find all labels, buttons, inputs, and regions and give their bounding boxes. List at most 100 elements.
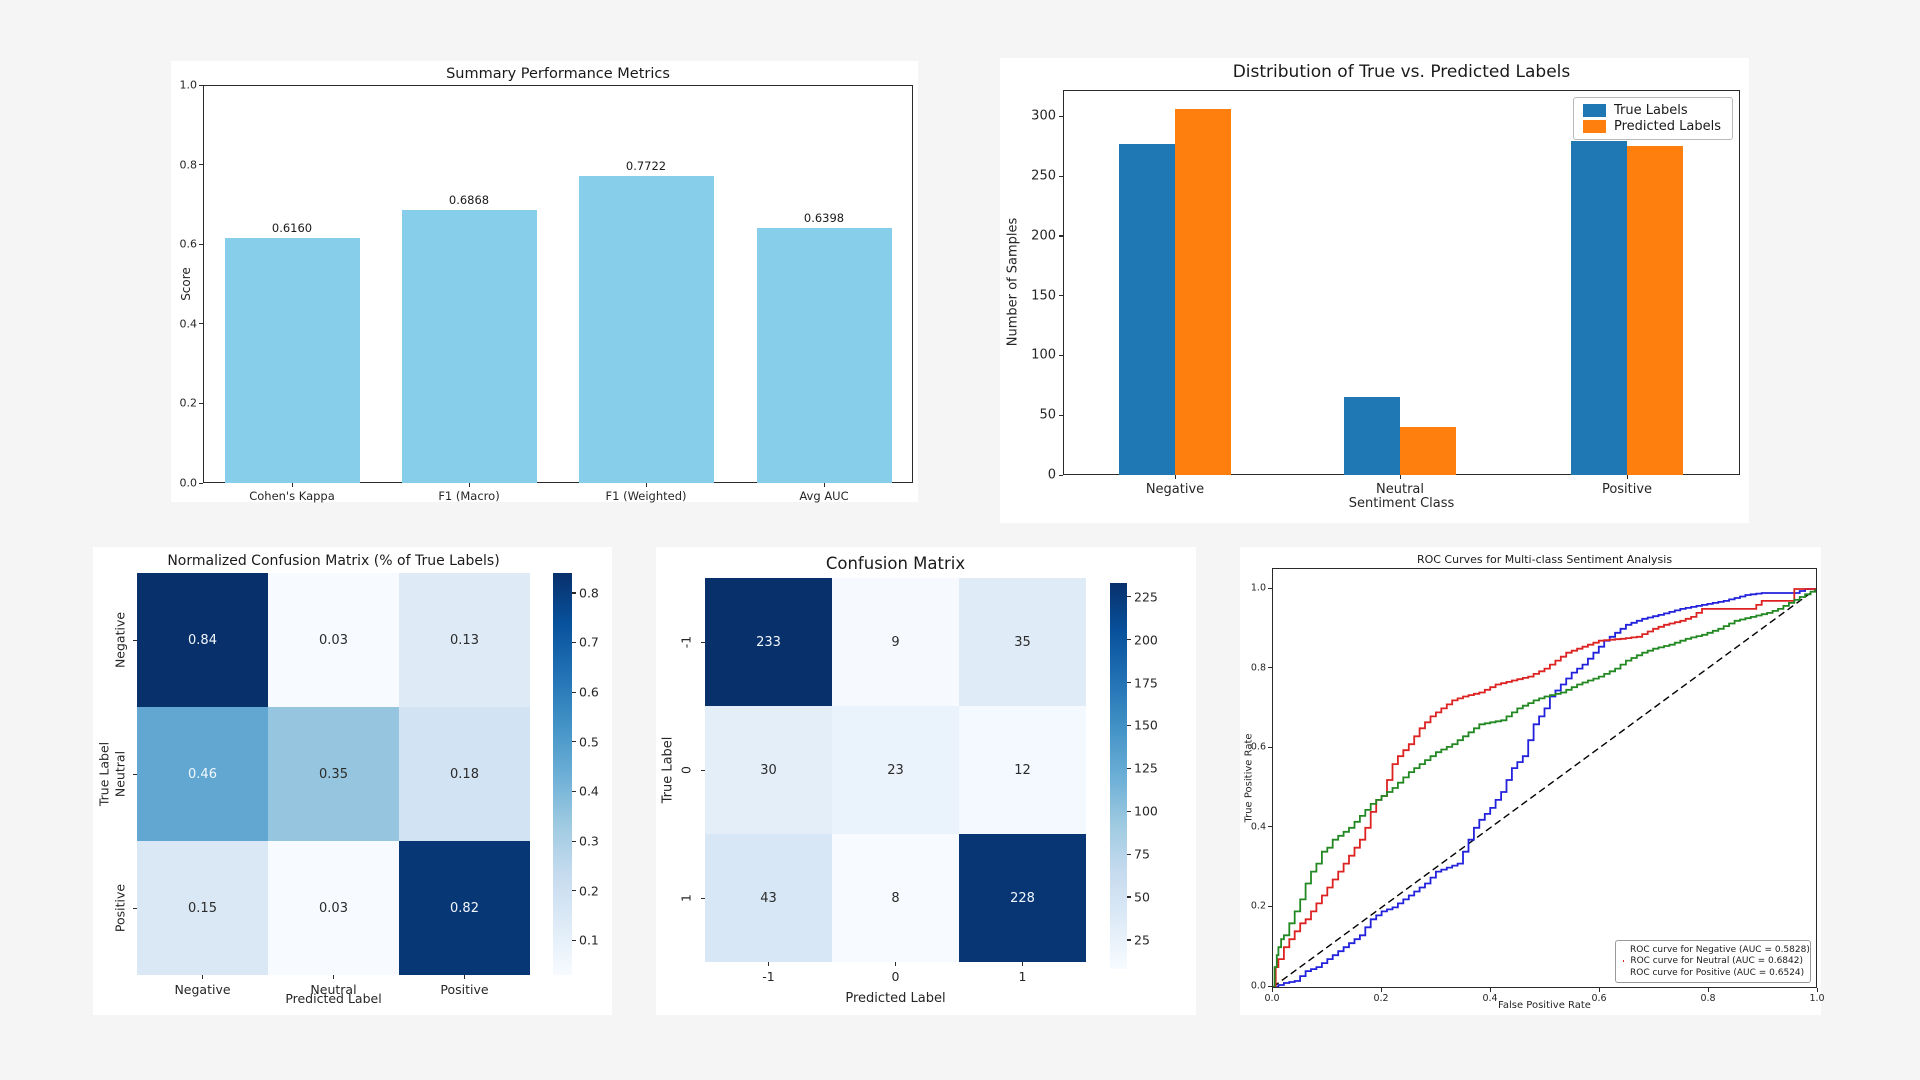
summary-bar-value-label: 0.6398 [803,211,845,226]
legend-entry-label: ROC curve for Positive (AUC = 0.6524) [1630,968,1805,979]
summary-bar [224,237,360,483]
colorbar-tick-mark [572,890,576,892]
summary-y-axis-label: Score [179,267,193,301]
heatmap-y-tick-mark [133,639,137,641]
summary-bar-value-label: 0.7722 [625,158,667,173]
summary-bar-value-label: 0.6868 [448,192,490,207]
roc-chance-diagonal [1273,588,1816,987]
colorbar-tick-mark [1127,724,1131,727]
colorbar-tick-mark [1127,639,1131,641]
normalized-cm-colorbar [553,573,572,975]
roc-legend-entry: ROC curve for Positive (AUC = 0.6524) [1623,968,1805,979]
summary-y-tick-mark [199,323,203,325]
heatmap-cell: 0.18 [399,707,530,841]
colorbar-tick-mark [1127,596,1131,598]
heatmap-cell: 233 [705,578,832,706]
heatmap-x-tick-mark [768,962,770,966]
roc-y-tick-mark [1268,667,1272,669]
legend-entry-label: Predicted Labels [1614,119,1722,135]
distribution-predicted-bar [1175,109,1231,475]
panel-label-distribution: Distribution of True vs. Predicted Label… [1000,58,1749,523]
distribution-predicted-bar [1627,146,1683,475]
colorbar-tick-mark [572,691,576,693]
heatmap-x-tick-label: 1 [1018,969,1027,984]
panel-roc-curves: ROC Curves for Multi-class Sentiment Ana… [1240,547,1825,1015]
heatmap-y-tick-label: 1 [678,894,694,902]
heatmap-cell: 0.84 [137,573,268,707]
distribution-x-tick-mark [1174,475,1176,479]
heatmap-y-tick-label: -1 [678,635,694,649]
colorbar-tick-mark [1127,767,1131,769]
distribution-y-tick-mark [1059,235,1063,237]
roc-x-tick-label: 0.4 [1482,993,1498,1004]
summary-y-tick-label: 0.8 [179,158,198,172]
summary-x-tick-label: Avg AUC [799,489,849,503]
summary-y-tick-mark [199,164,203,166]
distribution-y-tick-label: 50 [1039,407,1056,423]
roc-y-tick-label: 0.2 [1250,900,1266,912]
heatmap-cell: 0.13 [399,573,530,707]
heatmap-y-tick-mark [133,773,137,775]
distribution-y-tick-mark [1059,295,1063,297]
heatmap-cell: 9 [832,578,959,706]
summary-x-tick-mark [468,483,470,487]
cm-y-axis-label: True Label [660,736,676,804]
summary-bar [578,175,714,483]
heatmap-cell: 0.46 [137,707,268,841]
roc-y-tick-label: 0.8 [1250,662,1266,674]
summary-bar [756,228,892,483]
roc-legend: ROC curve for Negative (AUC = 0.5828) ROC… [1615,940,1811,983]
colorbar-tick-label: 50 [1134,889,1150,905]
roc-y-tick-mark [1268,826,1272,828]
roc-x-tick-label: 0.6 [1591,993,1607,1004]
colorbar-tick-label: 0.4 [579,783,599,799]
roc-curve-negative [1273,588,1816,987]
distribution-legend: True Labels Predicted Labels [1573,97,1733,140]
heatmap-cell: 23 [832,706,959,834]
colorbar-tick-label: 150 [1134,717,1158,733]
colorbar-tick-label: 0.3 [579,833,599,849]
roc-curves-canvas [1273,588,1816,987]
distribution-y-tick-label: 200 [1031,228,1056,244]
heatmap-y-tick-mark [701,897,705,899]
heatmap-cell: 0.15 [137,841,268,975]
colorbar-tick-mark [1127,682,1131,684]
roc-y-tick-mark [1268,587,1272,589]
heatmap-x-tick-mark [895,962,897,966]
heatmap-cell: 12 [959,706,1086,834]
distribution-true-bar [1119,143,1175,475]
summary-x-tick-label: F1 (Macro) [438,489,500,503]
heatmap-y-tick-label: 0 [678,766,694,774]
roc-x-tick-label: 0.0 [1264,993,1280,1004]
summary-y-tick-label: 0.4 [179,317,198,331]
roc-x-tick-mark [1489,988,1491,992]
normalized-cm-y-axis-label: True Label [96,741,112,807]
colorbar-tick-mark [1127,939,1131,941]
colorbar-tick-mark [572,939,576,941]
heatmap-y-tick-mark [701,641,705,643]
roc-y-tick-label: 0.4 [1250,821,1266,833]
colorbar-tick-mark [1127,896,1131,898]
heatmap-x-tick-mark [1022,962,1024,966]
summary-y-tick-mark [199,482,203,484]
colorbar-tick-label: 175 [1134,675,1158,690]
legend-color-swatch [1583,103,1606,117]
distribution-x-tick-mark [1399,475,1401,479]
heatmap-x-tick-label: Negative [174,982,231,997]
cm-x-axis-label: Predicted Label [845,991,946,1006]
roc-plot-area [1272,568,1817,988]
roc-x-tick-mark [1707,988,1709,992]
heatmap-x-tick-label: 0 [891,969,900,984]
legend-color-swatch [1583,120,1606,134]
colorbar-tick-label: 200 [1134,632,1158,648]
roc-y-tick-mark [1268,905,1272,907]
roc-x-tick-label: 1.0 [1809,993,1825,1004]
distribution-x-tick-mark [1626,475,1628,479]
distribution-y-tick-label: 300 [1031,108,1056,124]
colorbar-tick-label: 225 [1134,589,1158,605]
roc-x-tick-label: 0.8 [1700,993,1716,1004]
colorbar-tick-label: 75 [1134,846,1150,862]
summary-y-tick-label: 0.2 [179,396,198,410]
summary-x-tick-label: Cohen's Kappa [249,489,335,503]
roc-x-tick-label: 0.2 [1373,993,1389,1004]
